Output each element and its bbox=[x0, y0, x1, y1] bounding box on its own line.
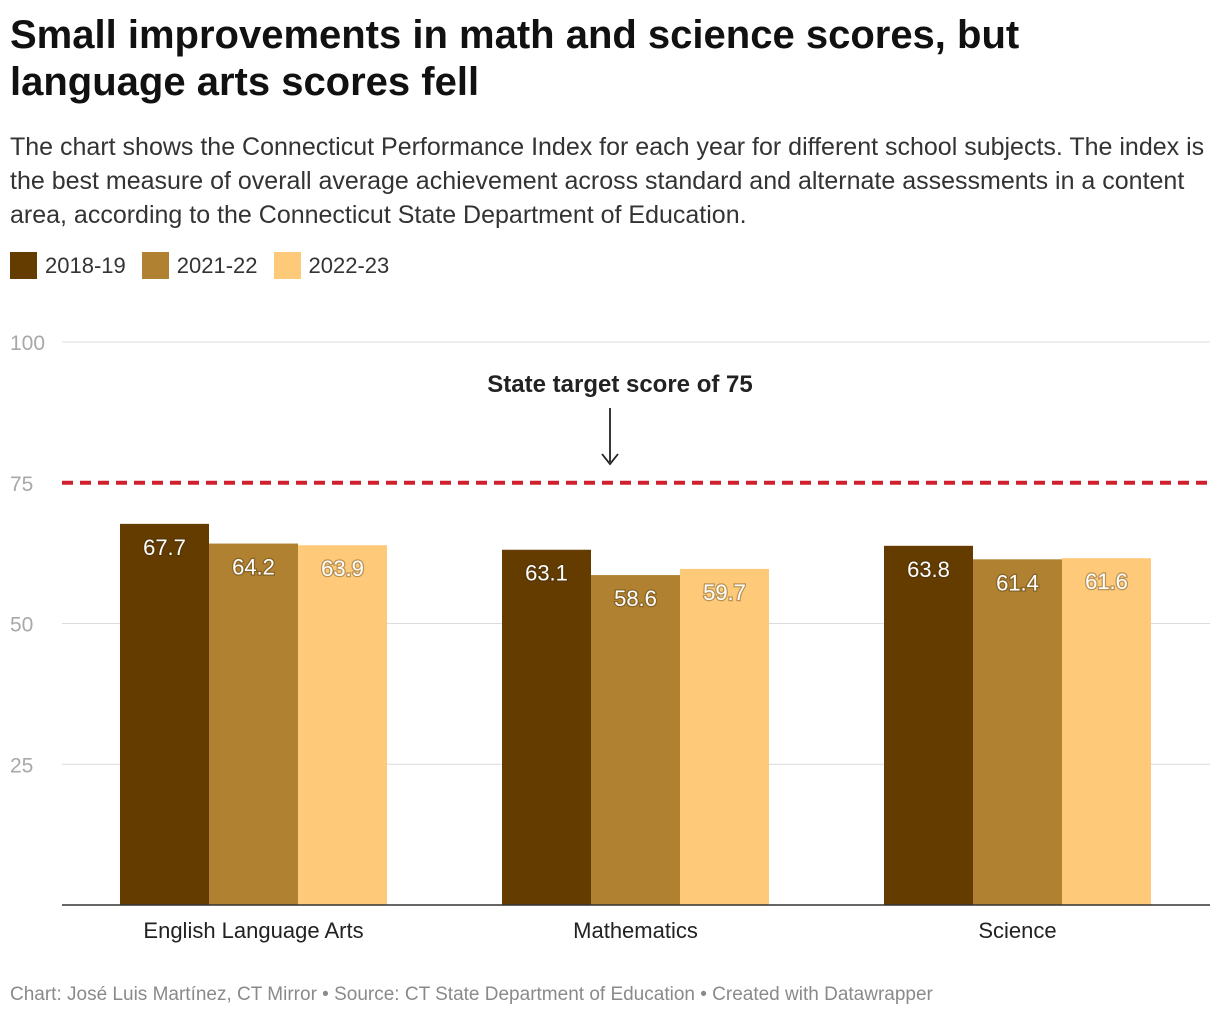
bar bbox=[502, 549, 591, 905]
legend-item-2021-22: 2021-22 bbox=[141, 252, 258, 279]
y-tick-label: 50 bbox=[10, 614, 33, 637]
data-label: 59.7 bbox=[703, 580, 746, 605]
legend-swatch bbox=[10, 252, 37, 279]
legend: 2018-19 2021-22 2022-23 bbox=[10, 252, 389, 279]
chart-subtitle: The chart shows the Connecticut Performa… bbox=[10, 133, 1205, 229]
legend-label: 2022-23 bbox=[308, 252, 390, 278]
bar-chart: 25 50 75 100 67.7 64.2 63.9 English Language Ar… bbox=[10, 332, 1210, 943]
legend-item-2018-19: 2018-19 bbox=[10, 252, 126, 279]
legend-item-2022-23: 2022-23 bbox=[273, 252, 390, 279]
bar bbox=[973, 559, 1062, 905]
chart-footer: Chart: José Luis Martínez, CT Mirror • S… bbox=[10, 984, 933, 1005]
data-label: 67.7 bbox=[143, 535, 186, 560]
data-label: 63.8 bbox=[907, 557, 950, 582]
x-tick-label: Science bbox=[978, 918, 1056, 943]
bar bbox=[680, 568, 769, 905]
annotation-text: State target score of 75 bbox=[487, 371, 752, 398]
y-tick-label: 75 bbox=[10, 473, 33, 496]
y-tick-label: 100 bbox=[10, 332, 45, 355]
bar bbox=[884, 545, 973, 905]
data-label: 63.9 bbox=[321, 556, 364, 581]
bar bbox=[298, 545, 387, 905]
legend-label: 2018-19 bbox=[45, 252, 126, 278]
legend-swatch bbox=[273, 252, 301, 279]
bar bbox=[209, 543, 298, 905]
x-tick-label: English Language Arts bbox=[143, 918, 363, 943]
x-tick-label: Mathematics bbox=[573, 918, 698, 943]
legend-label: 2021-22 bbox=[176, 252, 258, 278]
data-label: 58.6 bbox=[614, 586, 657, 611]
bar bbox=[1062, 558, 1151, 905]
bar bbox=[120, 523, 209, 905]
legend-swatch bbox=[141, 252, 169, 279]
y-tick-label: 25 bbox=[10, 754, 33, 777]
annotation-arrow bbox=[601, 408, 619, 466]
data-label: 64.2 bbox=[232, 555, 275, 580]
bar bbox=[591, 575, 680, 905]
data-label: 61.6 bbox=[1085, 569, 1128, 594]
chart-title: Small improvements in math and science s… bbox=[10, 13, 1020, 104]
data-label: 63.1 bbox=[525, 561, 568, 586]
data-label: 61.4 bbox=[996, 570, 1039, 595]
